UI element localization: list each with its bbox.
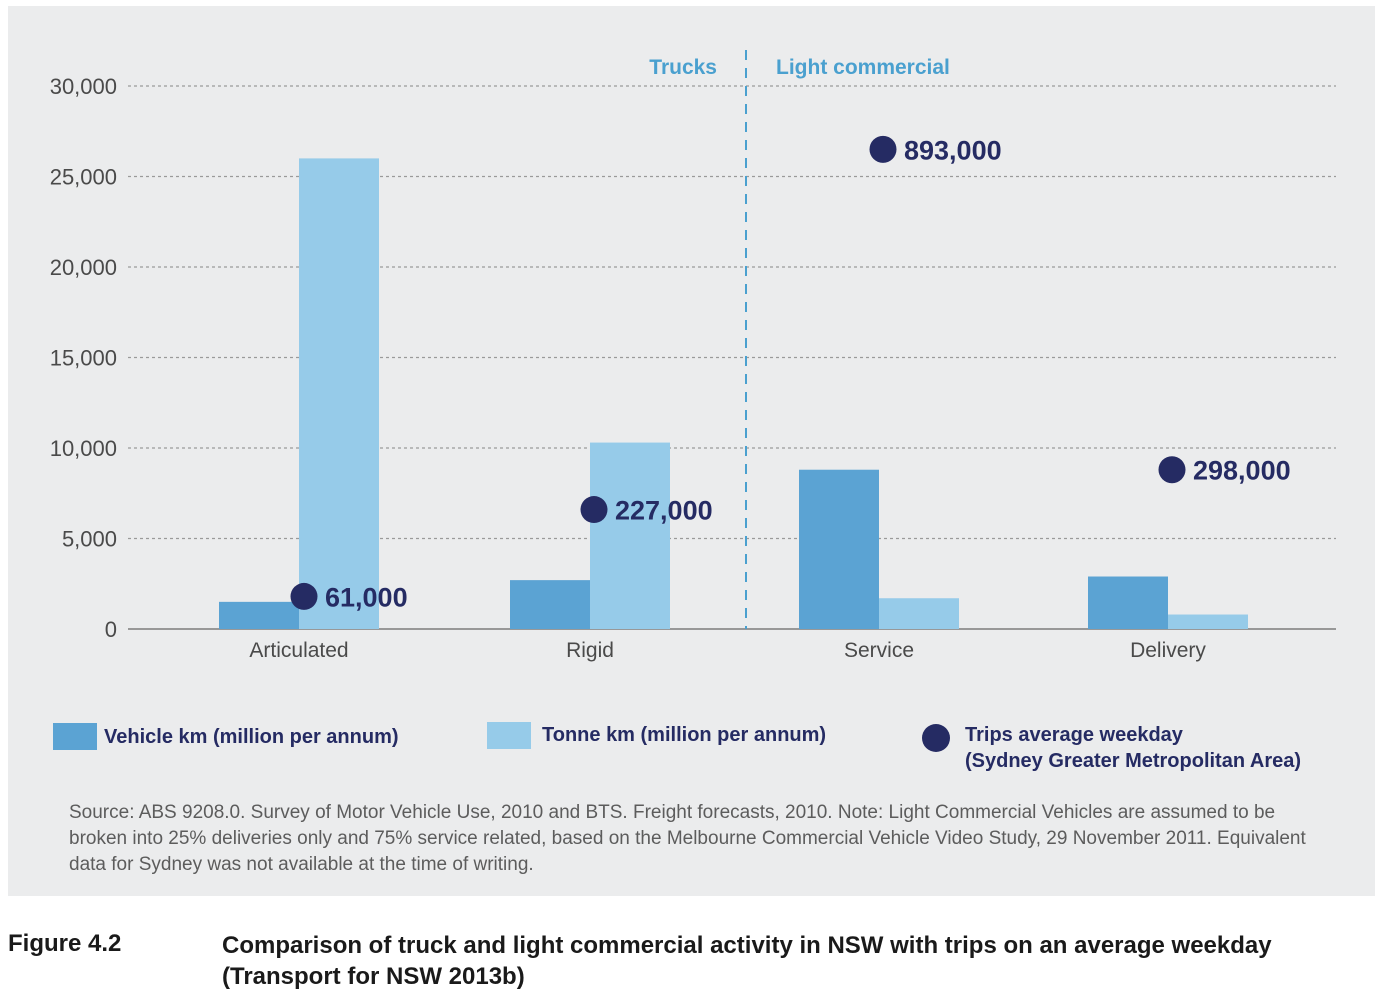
y-tick-label-15000: 15,000 (50, 346, 117, 371)
y-tick-label-30000: 30,000 (50, 74, 117, 99)
trips-label-service: 893,000 (904, 135, 1002, 165)
bar-vehicle-km-service (799, 469, 879, 629)
legend-label-vehicle-km: Vehicle km (million per annum) (104, 726, 399, 748)
legend-swatch-vehicle-km (53, 723, 97, 750)
bar-vehicle-km-rigid (510, 580, 590, 629)
trips-dot-articulated (290, 582, 318, 610)
figure-title: Comparison of truck and light commercial… (222, 932, 1272, 990)
y-tick-label-0: 0 (105, 617, 117, 642)
legend-label-tonne-km: Tonne km (million per annum) (542, 724, 827, 746)
trips-label-delivery: 298,000 (1193, 456, 1291, 486)
bar-tonne-km-rigid (590, 442, 670, 629)
chart-panel (8, 6, 1375, 896)
trips-dot-delivery (1158, 456, 1186, 484)
legend-swatch-trips (922, 724, 950, 752)
bar-tonne-km-delivery (1168, 614, 1248, 629)
bar-tonne-km-service (879, 598, 959, 629)
y-tick-label-20000: 20,000 (50, 255, 117, 280)
trips-dot-rigid (580, 496, 608, 524)
x-tick-label-service: Service (844, 639, 914, 662)
bar-vehicle-km-articulated (219, 601, 299, 629)
trips-label-rigid: 227,000 (615, 496, 713, 526)
y-tick-label-5000: 5,000 (62, 527, 117, 552)
x-tick-label-delivery: Delivery (1130, 639, 1206, 662)
group-label-trucks: Trucks (649, 56, 717, 79)
figure-number: Figure 4.2 (8, 930, 122, 957)
bar-vehicle-km-delivery (1088, 576, 1168, 629)
legend-trips-line1: Trips average weekday (965, 724, 1183, 746)
trips-dot-service (869, 135, 897, 163)
trips-label-articulated: 61,000 (325, 582, 408, 612)
y-tick-label-10000: 10,000 (50, 436, 117, 461)
x-tick-label-articulated: Articulated (249, 639, 348, 662)
y-tick-label-25000: 25,000 (50, 165, 117, 190)
legend-trips-line2: (Sydney Greater Metropolitan Area) (965, 750, 1302, 772)
bar-tonne-km-articulated (299, 158, 379, 629)
source-note: Source: ABS 9208.0. Survey of Motor Vehi… (69, 802, 1306, 875)
x-tick-label-rigid: Rigid (566, 639, 614, 662)
group-label-light-commercial: Light commercial (776, 56, 950, 79)
legend-label-trips: Trips average weekday (Sydney Greater Me… (965, 722, 1301, 774)
legend-swatch-tonne-km (487, 722, 531, 749)
